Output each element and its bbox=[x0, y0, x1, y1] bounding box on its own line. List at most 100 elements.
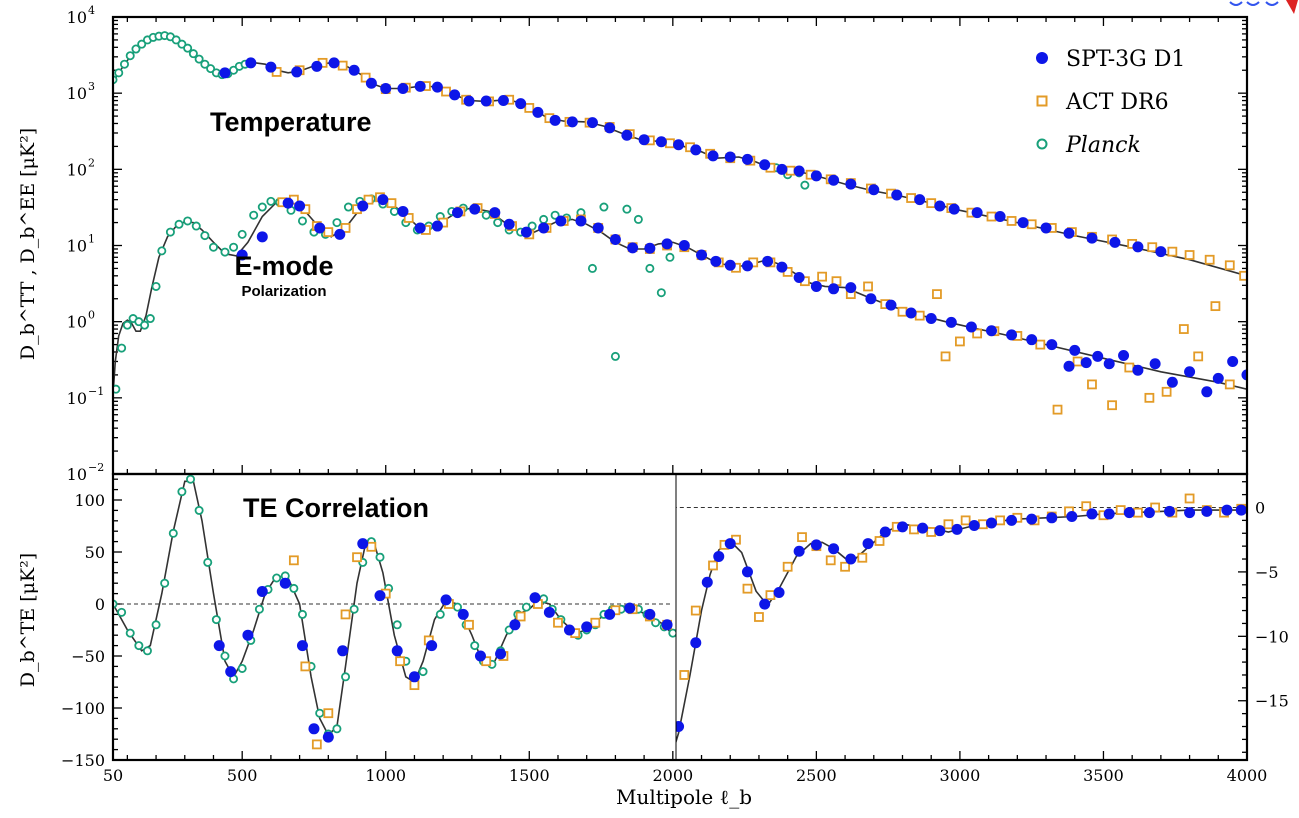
tt-spt-point bbox=[934, 200, 946, 212]
te-spt-point bbox=[1221, 504, 1233, 516]
te-spt-point bbox=[1184, 507, 1196, 519]
x-tick-label: 500 bbox=[227, 766, 258, 785]
tt-spt-point bbox=[515, 98, 527, 110]
ee-act-point bbox=[1072, 356, 1083, 367]
tt-act-point bbox=[1006, 216, 1017, 226]
tt-spt-point bbox=[566, 116, 578, 128]
y-tick-label: 10 bbox=[67, 465, 87, 484]
ee-act-point bbox=[914, 310, 925, 321]
tt-spt-point bbox=[1017, 217, 1029, 229]
legend-marker-planck bbox=[1036, 138, 1048, 150]
ee-planck-point bbox=[117, 343, 127, 353]
ee-planck-point bbox=[645, 263, 655, 273]
temperature-annotation: Temperature bbox=[210, 107, 372, 137]
ee-spt-point bbox=[905, 307, 917, 319]
te-planck-point bbox=[289, 583, 299, 593]
ee-spt-point bbox=[334, 228, 346, 240]
te-act-point bbox=[825, 555, 836, 566]
tt-spt-point bbox=[914, 194, 926, 206]
ee-act-point bbox=[1052, 404, 1063, 415]
ee-spt-point bbox=[696, 249, 708, 261]
x-tick-label: 50 bbox=[103, 766, 123, 785]
te-act-point bbox=[288, 555, 299, 566]
tt-spt-point bbox=[311, 60, 323, 72]
te-act-point bbox=[1133, 507, 1143, 518]
ee-planck-point bbox=[165, 227, 175, 237]
te-spt-point bbox=[896, 521, 908, 533]
ee-spt-point bbox=[314, 222, 326, 234]
te-planck-point bbox=[332, 724, 342, 734]
te-spt-point bbox=[862, 538, 874, 550]
te-act-point bbox=[590, 617, 601, 628]
ee-spt-point bbox=[965, 321, 977, 333]
tt-spt-point bbox=[397, 83, 409, 95]
te-act-point bbox=[995, 515, 1006, 526]
te-spt-point bbox=[773, 587, 785, 599]
te-spt-point bbox=[759, 598, 771, 610]
ee-spt-point bbox=[828, 283, 840, 295]
legend-marker-spt bbox=[1036, 52, 1048, 64]
tt-spt-point bbox=[1109, 236, 1121, 248]
corner-decoration bbox=[1229, 0, 1298, 14]
te-planck-point bbox=[151, 620, 161, 630]
te-planck-point bbox=[125, 628, 135, 638]
tt-spt-point bbox=[431, 81, 443, 93]
tt-spt-point bbox=[265, 61, 277, 73]
ee-spt-point bbox=[776, 261, 788, 273]
tt-planck-point bbox=[188, 49, 198, 59]
te-spt-point bbox=[624, 602, 636, 614]
ee-act-point bbox=[897, 306, 908, 317]
ee-spt-point bbox=[985, 325, 997, 337]
ee-spt-point bbox=[431, 220, 443, 232]
te-planck-point bbox=[168, 528, 178, 538]
ee-spt-point bbox=[397, 205, 409, 217]
top-panel-plot-area bbox=[113, 31, 1247, 415]
ee-spt-point bbox=[1046, 339, 1058, 351]
ee-act-point bbox=[403, 213, 414, 223]
ee-spt-point bbox=[724, 259, 736, 271]
te-spt-point bbox=[713, 550, 725, 562]
ee-planck-point bbox=[550, 210, 560, 220]
tt-planck-point bbox=[206, 64, 216, 74]
te-act-point bbox=[311, 739, 322, 750]
ee-planck-point bbox=[157, 246, 167, 256]
tt-spt-point bbox=[1040, 222, 1052, 234]
tt-spt-point bbox=[724, 151, 736, 163]
tt-planck-point bbox=[131, 44, 141, 54]
ee-spt-point bbox=[1227, 355, 1239, 367]
ee-spt-point bbox=[377, 194, 389, 206]
te-planck-point bbox=[668, 628, 676, 638]
te-act-point bbox=[754, 612, 764, 622]
ee-planck-point bbox=[122, 320, 132, 330]
polarization-annotation: Polarization bbox=[241, 283, 326, 300]
ee-act-point bbox=[817, 271, 828, 282]
tt-act-point bbox=[360, 72, 371, 83]
tt-planck-point bbox=[183, 43, 193, 53]
tt-spt-point bbox=[638, 134, 650, 146]
te-planck-point bbox=[134, 641, 144, 651]
te-spt-point bbox=[676, 721, 685, 733]
te-spt-point bbox=[968, 520, 980, 532]
te-spt-point bbox=[408, 671, 420, 683]
ee-spt-point bbox=[1069, 344, 1081, 356]
ee-spt-point bbox=[925, 313, 937, 325]
te-spt-point bbox=[581, 621, 593, 633]
tt-spt-point bbox=[759, 159, 771, 171]
te-act-point bbox=[553, 617, 563, 628]
te-planck-point bbox=[375, 552, 385, 562]
te-spt-point bbox=[810, 539, 822, 551]
te-spt-point bbox=[509, 619, 521, 631]
tt-spt-point bbox=[810, 170, 822, 182]
y-tick-exponent: 4 bbox=[88, 4, 95, 17]
y-tick-label: 10 bbox=[67, 8, 87, 27]
ee-planck-point bbox=[493, 218, 503, 228]
te-planck-point bbox=[237, 663, 247, 673]
te-planck-point bbox=[117, 607, 127, 617]
ee-spt-point bbox=[294, 200, 306, 212]
ee-act-point bbox=[955, 336, 965, 347]
ee-spt-point bbox=[661, 238, 673, 250]
ee-spt-point bbox=[885, 299, 897, 311]
ee-spt-point bbox=[627, 242, 639, 254]
te-act-point bbox=[708, 560, 718, 571]
te-spt-point bbox=[322, 731, 334, 743]
